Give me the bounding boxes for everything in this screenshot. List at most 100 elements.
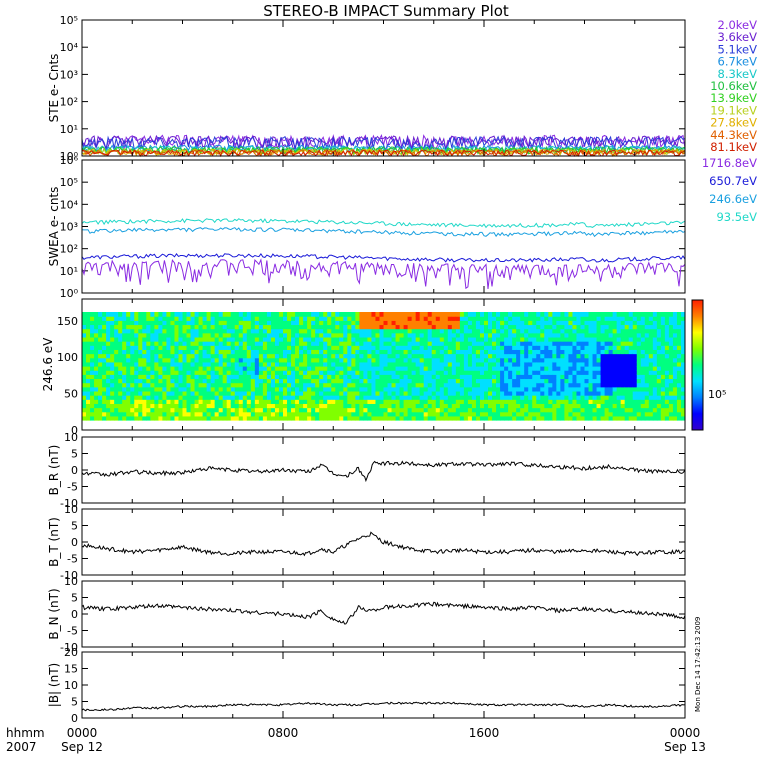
heatmap-cell: [431, 386, 437, 392]
heatmap-cell: [210, 386, 216, 392]
heatmap-cell: [584, 361, 590, 367]
heatmap-cell: [516, 345, 521, 350]
heatmap-cell: [146, 357, 151, 363]
heatmap-cell: [355, 407, 360, 413]
heatmap-cell: [532, 386, 537, 392]
heatmap-cell: [114, 415, 119, 421]
heatmap-cell: [471, 390, 477, 396]
heatmap-cell: [383, 349, 389, 355]
heatmap-cell: [576, 361, 582, 367]
heatmap-cell: [98, 349, 103, 355]
heatmap-cell: [343, 403, 348, 409]
heatmap-cell: [632, 320, 638, 326]
heatmap-cell: [254, 378, 260, 384]
heatmap-cell: [106, 353, 111, 359]
heatmap-cell: [572, 357, 578, 363]
heatmap-cell: [174, 332, 180, 338]
heatmap-cell: [500, 407, 505, 413]
heatmap-cell: [270, 353, 276, 359]
heatmap-cell: [278, 386, 284, 392]
heatmap-cell: [520, 407, 525, 413]
heatmap-cell: [375, 353, 381, 359]
y-tick-label: 10⁴: [60, 41, 79, 54]
heatmap-cell: [82, 341, 87, 346]
heatmap-cell: [359, 395, 364, 400]
heatmap-cell: [648, 399, 654, 404]
heatmap-cell: [512, 357, 517, 363]
heatmap-cell: [636, 361, 642, 367]
heatmap-cell: [423, 382, 429, 388]
heatmap-cell: [592, 349, 598, 355]
heatmap-cell: [182, 345, 188, 350]
heatmap-cell: [138, 403, 143, 409]
heatmap-cell: [206, 366, 212, 371]
heatmap-cell: [327, 415, 332, 421]
heatmap-cell: [532, 403, 537, 409]
heatmap-cell: [508, 378, 513, 384]
heatmap-cell: [387, 357, 393, 363]
heatmap-cell: [572, 411, 578, 417]
heatmap-cell: [584, 349, 590, 355]
heatmap-cell: [142, 378, 147, 384]
heatmap-cell: [455, 332, 461, 338]
heatmap-cell: [479, 357, 485, 363]
heatmap-cell: [254, 374, 260, 380]
y-tick-label: 0: [71, 424, 78, 437]
heatmap-cell: [110, 415, 115, 421]
heatmap-cell: [415, 374, 421, 380]
heatmap-cell: [102, 411, 107, 417]
heatmap-cell: [447, 407, 453, 413]
heatmap-cell: [266, 361, 272, 367]
x-row-label-hhmm: hhmm: [6, 726, 45, 740]
heatmap-cell: [375, 349, 381, 355]
heatmap-cell: [234, 328, 240, 334]
heatmap-cell: [395, 353, 401, 359]
heatmap-cell: [504, 328, 509, 334]
heatmap-cell: [118, 341, 123, 346]
heatmap-cell: [190, 312, 196, 317]
heatmap-cell: [419, 341, 425, 346]
heatmap-cell: [628, 366, 634, 371]
heatmap-cell: [146, 345, 151, 350]
heatmap-cell: [102, 332, 107, 338]
heatmap-cell: [560, 349, 565, 355]
heatmap-cell: [564, 357, 570, 363]
heatmap-cell: [588, 353, 594, 359]
heatmap-cell: [86, 320, 91, 326]
heatmap-cell: [347, 403, 352, 409]
heatmap-cell: [303, 324, 308, 330]
heatmap-cell: [343, 382, 348, 388]
heatmap-cell: [315, 386, 320, 392]
heatmap-cell: [628, 324, 634, 330]
heatmap-cell: [254, 386, 260, 392]
heatmap-cell: [130, 411, 135, 417]
heatmap-cell: [471, 357, 477, 363]
heatmap-cell: [532, 411, 537, 417]
heatmap-cell: [588, 407, 594, 413]
heatmap-cell: [387, 332, 393, 338]
heatmap-cell: [516, 361, 521, 367]
heatmap-cell: [604, 386, 610, 392]
heatmap-cell: [210, 399, 216, 404]
heatmap-cell: [303, 374, 308, 380]
heatmap-cell: [206, 324, 212, 330]
heatmap-cell: [680, 341, 685, 346]
series-line: [81, 227, 686, 238]
heatmap-cell: [94, 345, 99, 350]
heatmap-cell: [496, 386, 501, 392]
heatmap-cell: [234, 366, 240, 371]
heatmap-cell: [520, 403, 525, 409]
heatmap-cell: [98, 415, 103, 421]
heatmap-cell: [194, 374, 200, 380]
heatmap-cell: [556, 320, 561, 326]
heatmap-cell: [628, 399, 634, 404]
legend-entry: 2.0keV: [718, 18, 758, 32]
heatmap-cell: [347, 332, 352, 338]
heatmap-cell: [150, 390, 155, 396]
heatmap-cell: [443, 312, 449, 317]
heatmap-cell: [504, 415, 509, 421]
heatmap-cell: [580, 374, 586, 380]
heatmap-cell: [154, 382, 159, 388]
heatmap-cell: [287, 336, 292, 342]
heatmap-cell: [146, 386, 151, 392]
